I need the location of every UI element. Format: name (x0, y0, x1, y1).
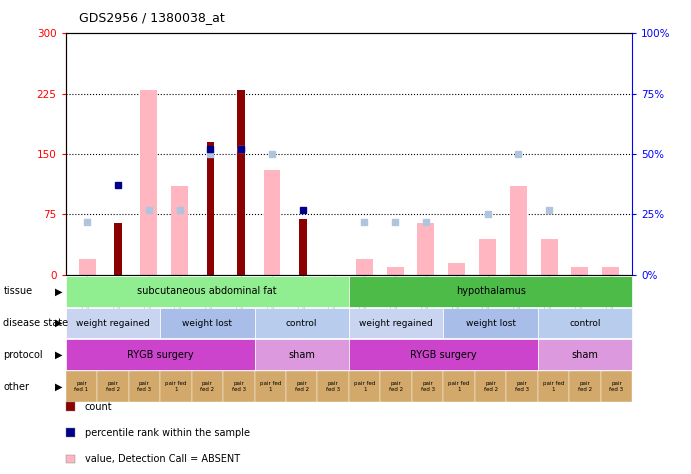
Text: ▶: ▶ (55, 382, 62, 392)
Bar (510, 186, 527, 275)
Bar (479, 239, 496, 275)
Text: weight regained: weight regained (76, 319, 150, 328)
Bar (237, 90, 245, 275)
Text: hypothalamus: hypothalamus (455, 286, 526, 296)
Text: pair
fed 3: pair fed 3 (138, 381, 151, 392)
Text: pair fed
1: pair fed 1 (448, 381, 470, 392)
Bar (114, 223, 122, 275)
Text: pair fed
1: pair fed 1 (165, 381, 187, 392)
Text: pair
fed 2: pair fed 2 (106, 381, 120, 392)
Text: pair
fed 2: pair fed 2 (389, 381, 404, 392)
Bar (356, 259, 373, 275)
Bar (603, 267, 619, 275)
Text: ▶: ▶ (55, 318, 62, 328)
Text: GDS2956 / 1380038_at: GDS2956 / 1380038_at (79, 11, 225, 24)
Text: value, Detection Call = ABSENT: value, Detection Call = ABSENT (85, 454, 240, 464)
Text: control: control (569, 319, 600, 328)
Text: protocol: protocol (3, 350, 43, 360)
Text: disease state: disease state (3, 318, 68, 328)
Bar (171, 186, 188, 275)
Bar (448, 263, 465, 275)
Text: RYGB surgery: RYGB surgery (126, 350, 193, 360)
Text: weight lost: weight lost (466, 319, 515, 328)
Text: weight regained: weight regained (359, 319, 433, 328)
Text: other: other (3, 382, 30, 392)
Text: pair
fed 2: pair fed 2 (200, 381, 214, 392)
Bar (299, 219, 307, 275)
Bar (540, 239, 558, 275)
Text: control: control (286, 319, 317, 328)
Text: pair fed
1: pair fed 1 (543, 381, 565, 392)
Text: pair
fed 1: pair fed 1 (75, 381, 88, 392)
Bar (387, 267, 404, 275)
Text: RYGB surgery: RYGB surgery (410, 350, 477, 360)
Text: ▶: ▶ (55, 350, 62, 360)
Bar (79, 259, 95, 275)
Text: pair
fed 2: pair fed 2 (578, 381, 592, 392)
Text: ▶: ▶ (55, 286, 62, 296)
Bar (140, 90, 158, 275)
Bar (417, 223, 435, 275)
Text: sham: sham (288, 350, 315, 360)
Bar (263, 170, 281, 275)
Bar (207, 142, 214, 275)
Bar (571, 267, 588, 275)
Text: sham: sham (571, 350, 598, 360)
Text: pair
fed 3: pair fed 3 (326, 381, 340, 392)
Text: pair
fed 2: pair fed 2 (484, 381, 498, 392)
Text: pair
fed 3: pair fed 3 (231, 381, 246, 392)
Text: percentile rank within the sample: percentile rank within the sample (85, 428, 250, 438)
Text: pair
fed 3: pair fed 3 (421, 381, 435, 392)
Text: weight lost: weight lost (182, 319, 232, 328)
Text: pair
fed 3: pair fed 3 (515, 381, 529, 392)
Text: tissue: tissue (3, 286, 32, 296)
Text: pair
fed 3: pair fed 3 (609, 381, 623, 392)
Text: pair fed
1: pair fed 1 (354, 381, 375, 392)
Text: pair
fed 2: pair fed 2 (294, 381, 309, 392)
Text: count: count (85, 401, 113, 412)
Text: subcutaneous abdominal fat: subcutaneous abdominal fat (138, 286, 277, 296)
Text: pair fed
1: pair fed 1 (260, 381, 281, 392)
